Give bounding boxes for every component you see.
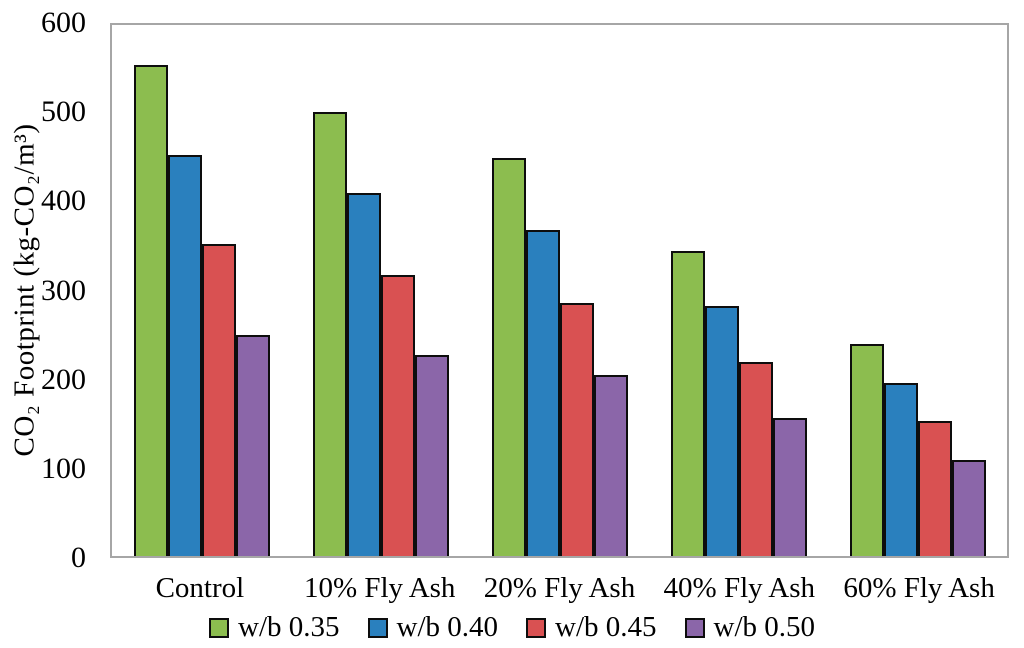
x-axis-category-labels: Control 10% Fly Ash 20% Fly Ash 40% Fly Ash…	[110, 572, 1009, 605]
legend-label: w/b 0.45	[555, 611, 657, 643]
y-tick-label: 100	[41, 451, 86, 485]
y-tick-label: 300	[41, 273, 86, 307]
x-category-label: 60% Fly Ash	[843, 572, 995, 604]
y-tick-label: 0	[71, 541, 86, 574]
legend-swatch-icon	[684, 617, 705, 638]
bar	[167, 155, 202, 556]
bar-group-20-fly-ash	[470, 25, 649, 556]
legend-swatch-icon	[209, 617, 229, 638]
x-category-label: 40% Fly Ash	[663, 572, 816, 604]
bar	[525, 230, 560, 556]
y-tick-label: 600	[41, 6, 86, 39]
bar	[670, 251, 705, 556]
y-axis-tick-labels: 600 500 400 300 200 100 0	[0, 0, 96, 648]
bar	[201, 244, 236, 556]
legend-label: w/b 0.40	[396, 611, 499, 643]
legend-item: w/b 0.35	[209, 611, 340, 644]
bar	[312, 112, 347, 556]
legend: w/b 0.35 w/b 0.40 w/b 0.45 w/b 0.50	[0, 611, 1024, 644]
x-category-label: 10% Fly Ash	[303, 572, 456, 604]
y-tick-label: 400	[41, 184, 86, 218]
bar	[883, 383, 918, 556]
bar-group-40-fly-ash	[649, 25, 828, 556]
legend-item: w/b 0.50	[684, 611, 816, 644]
bar	[738, 362, 773, 556]
y-tick-label: 500	[41, 95, 86, 129]
plot-area	[110, 23, 1009, 558]
bar	[704, 306, 739, 556]
bar-group-10-fly-ash	[291, 25, 470, 556]
legend-item: w/b 0.45	[526, 611, 657, 644]
bar	[346, 193, 381, 556]
bar	[559, 303, 594, 556]
bar	[849, 344, 884, 556]
legend-label: w/b 0.50	[713, 611, 816, 643]
legend-item: w/b 0.40	[367, 611, 499, 644]
bar-group-control	[112, 25, 291, 556]
bar	[133, 65, 168, 556]
bar	[772, 418, 807, 556]
bar	[491, 158, 526, 556]
bar	[917, 421, 952, 556]
legend-swatch-icon	[526, 617, 546, 638]
bar	[951, 460, 986, 556]
bar	[414, 355, 449, 556]
bar	[235, 335, 270, 556]
bar	[593, 375, 628, 556]
legend-swatch-icon	[367, 617, 388, 638]
x-category-label: 20% Fly Ash	[483, 572, 636, 604]
x-category-label: Control	[155, 572, 245, 604]
bar	[380, 275, 415, 556]
legend-label: w/b 0.35	[238, 611, 340, 643]
bar-group-60-fly-ash	[828, 25, 1007, 556]
y-tick-label: 200	[41, 362, 86, 396]
